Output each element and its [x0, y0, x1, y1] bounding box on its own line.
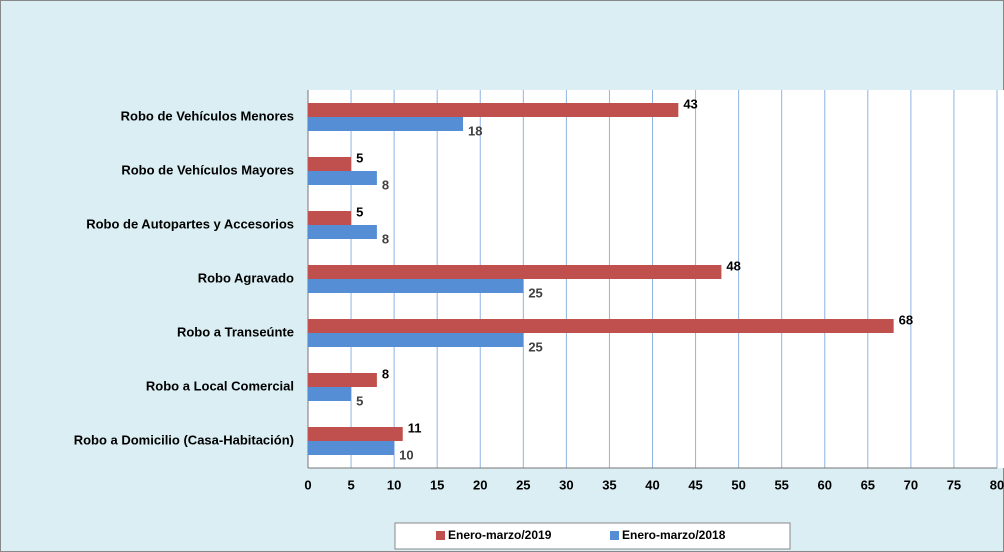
y-tick-label: Robo de Autopartes y Accesorios	[86, 216, 294, 231]
data-label: 48	[726, 258, 740, 273]
x-tick-label: 30	[559, 477, 573, 492]
x-tick-label: 0	[304, 477, 311, 492]
bar	[308, 333, 524, 347]
data-label: 68	[899, 312, 913, 327]
y-tick-label: Robo Agravado	[198, 270, 294, 285]
bar	[308, 171, 377, 185]
bar	[308, 387, 352, 401]
x-tick-label: 5	[347, 477, 354, 492]
y-tick-label: Robo de Vehículos Mayores	[121, 162, 294, 177]
x-tick-label: 25	[516, 477, 530, 492]
bar	[308, 117, 464, 131]
bar	[308, 319, 894, 333]
x-tick-label: 55	[774, 477, 788, 492]
data-label: 11	[408, 420, 422, 435]
legend-swatch	[436, 531, 445, 540]
bar	[308, 265, 722, 279]
bar	[308, 157, 352, 171]
y-tick-label: Robo a Transeúnte	[177, 324, 294, 339]
bar	[308, 225, 377, 239]
data-label: 8	[382, 231, 389, 246]
x-tick-label: 65	[861, 477, 875, 492]
data-label: 5	[356, 150, 363, 165]
y-tick-label: Robo de Vehículos Menores	[121, 108, 294, 123]
x-tick-label: 40	[645, 477, 659, 492]
bar	[308, 427, 403, 441]
legend	[394, 522, 791, 550]
x-tick-label: 45	[688, 477, 702, 492]
x-tick-label: 75	[947, 477, 961, 492]
data-label: 10	[399, 447, 413, 462]
bar	[308, 373, 377, 387]
data-label: 5	[356, 393, 363, 408]
data-label: 25	[528, 339, 542, 354]
bar	[308, 103, 679, 117]
data-label: 43	[683, 96, 697, 111]
x-tick-label: 60	[818, 477, 832, 492]
x-tick-label: 80	[990, 477, 1004, 492]
legend-label: Enero-marzo/2018	[622, 528, 726, 542]
data-label: 25	[528, 285, 542, 300]
data-label: 5	[356, 204, 363, 219]
x-tick-label: 20	[473, 477, 487, 492]
x-tick-label: 70	[904, 477, 918, 492]
legend-label: Enero-marzo/2019	[448, 528, 552, 542]
x-tick-label: 15	[430, 477, 444, 492]
bar	[308, 211, 352, 225]
bar	[308, 279, 524, 293]
y-tick-label: Robo a Domicilio (Casa-Habitación)	[74, 432, 294, 447]
legend-swatch	[610, 531, 619, 540]
data-label: 8	[382, 366, 389, 381]
x-tick-label: 50	[731, 477, 745, 492]
data-label: 18	[468, 123, 482, 138]
data-label: 8	[382, 177, 389, 192]
x-tick-label: 35	[602, 477, 616, 492]
bar	[308, 441, 395, 455]
y-tick-label: Robo a Local Comercial	[146, 378, 294, 393]
x-tick-label: 10	[387, 477, 401, 492]
